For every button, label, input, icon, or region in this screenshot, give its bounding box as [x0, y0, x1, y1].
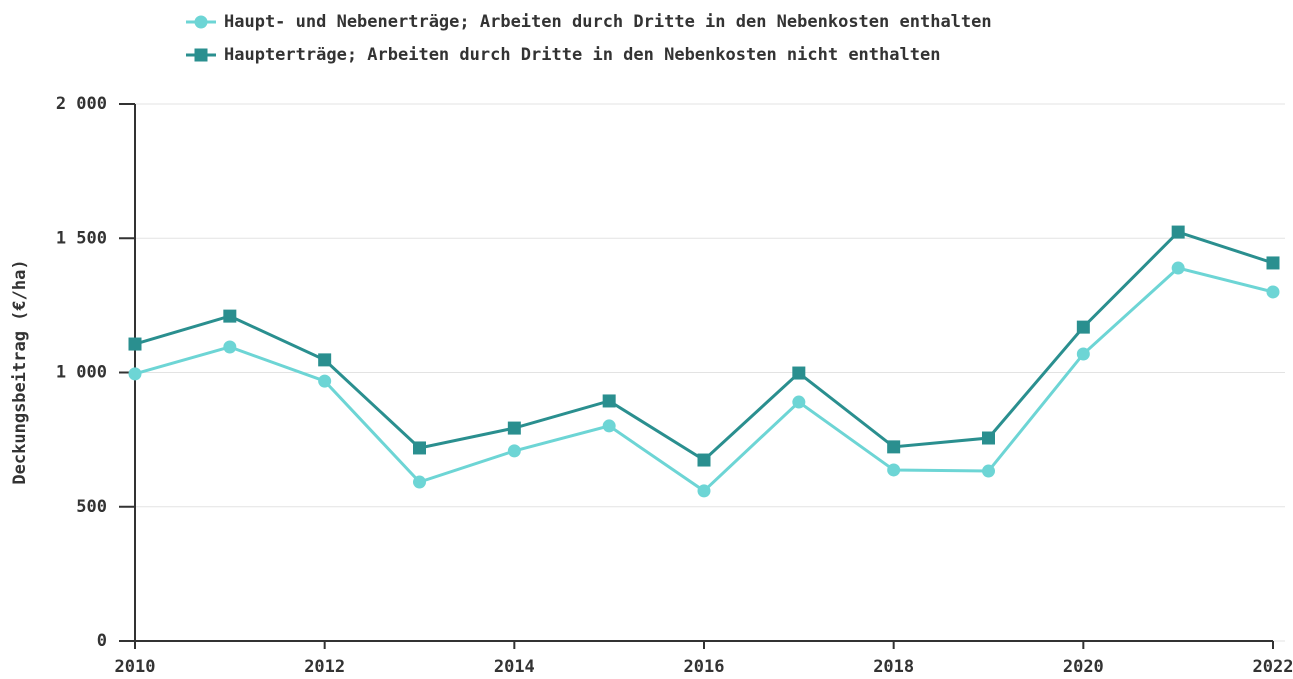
x-tick-label: 2018 — [873, 657, 914, 677]
data-point — [1171, 261, 1185, 275]
x-tick-label: 2014 — [494, 657, 535, 677]
data-point — [982, 464, 995, 478]
y-axis-label: Deckungsbeitrag (€/ha) — [10, 259, 30, 484]
legend-marker — [194, 48, 208, 62]
data-point — [1076, 347, 1090, 361]
legend-marker — [194, 15, 208, 29]
y-tick-label: 1 000 — [56, 363, 107, 383]
data-point — [602, 394, 616, 408]
data-point — [223, 309, 237, 323]
data-point — [507, 421, 521, 435]
data-point — [1076, 320, 1090, 334]
legend-label: Haupt- und Nebenerträge; Arbeiten durch … — [224, 12, 992, 32]
x-tick-label: 2016 — [684, 657, 725, 677]
data-point — [128, 337, 142, 351]
x-tick-label: 2020 — [1063, 657, 1104, 677]
data-point — [792, 395, 806, 409]
data-point — [792, 366, 806, 380]
y-tick-label: 0 — [97, 631, 107, 651]
data-point — [318, 353, 332, 367]
data-point — [982, 431, 995, 445]
data-point — [887, 463, 901, 477]
data-point — [128, 367, 142, 381]
x-tick-label: 2010 — [115, 657, 156, 677]
data-point — [887, 440, 901, 454]
data-point — [602, 419, 616, 433]
legend-label: Haupterträge; Arbeiten durch Dritte in d… — [224, 45, 940, 65]
y-tick-label: 500 — [76, 497, 107, 517]
x-tick-label: 2012 — [304, 657, 345, 677]
data-point — [1266, 285, 1280, 299]
data-point — [223, 340, 237, 354]
y-tick-label: 2 000 — [56, 94, 107, 114]
data-point — [697, 453, 711, 467]
data-point — [1266, 256, 1280, 270]
data-point — [318, 374, 332, 388]
data-point — [413, 441, 426, 455]
data-point — [413, 475, 426, 489]
y-tick-label: 1 500 — [56, 228, 107, 248]
x-tick-label: 2022 — [1253, 657, 1293, 677]
series-line — [134, 230, 1274, 462]
data-point — [507, 444, 521, 458]
data-point — [697, 484, 711, 498]
data-point — [1171, 225, 1185, 239]
